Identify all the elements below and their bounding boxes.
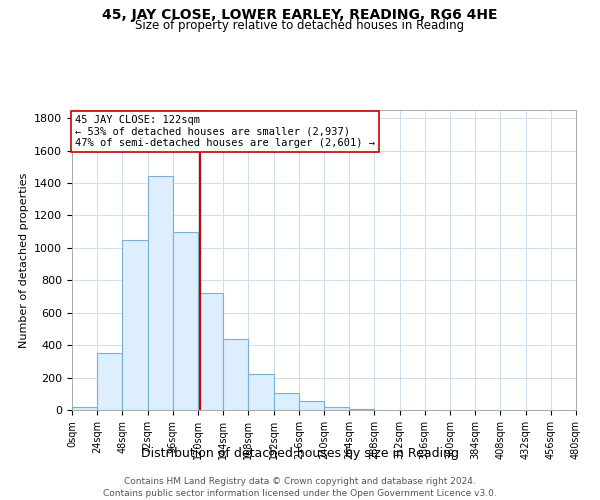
Text: Contains HM Land Registry data © Crown copyright and database right 2024.: Contains HM Land Registry data © Crown c…: [124, 478, 476, 486]
Text: Contains public sector information licensed under the Open Government Licence v3: Contains public sector information licen…: [103, 489, 497, 498]
Text: Size of property relative to detached houses in Reading: Size of property relative to detached ho…: [136, 19, 464, 32]
Bar: [274, 393, 299, 410]
Bar: [72, 407, 97, 410]
Bar: [248, 374, 274, 410]
Text: 45 JAY CLOSE: 122sqm
← 53% of detached houses are smaller (2,937)
47% of semi-de: 45 JAY CLOSE: 122sqm ← 53% of detached h…: [75, 115, 375, 148]
Bar: [349, 409, 374, 410]
Bar: [299, 401, 324, 410]
Bar: [122, 240, 148, 410]
Y-axis label: Number of detached properties: Number of detached properties: [19, 172, 29, 348]
Bar: [223, 340, 248, 410]
Bar: [324, 407, 349, 410]
Text: Distribution of detached houses by size in Reading: Distribution of detached houses by size …: [141, 448, 459, 460]
Bar: [148, 176, 173, 410]
Bar: [173, 232, 198, 410]
Bar: [198, 293, 223, 410]
Bar: [97, 353, 122, 410]
Text: 45, JAY CLOSE, LOWER EARLEY, READING, RG6 4HE: 45, JAY CLOSE, LOWER EARLEY, READING, RG…: [102, 8, 498, 22]
